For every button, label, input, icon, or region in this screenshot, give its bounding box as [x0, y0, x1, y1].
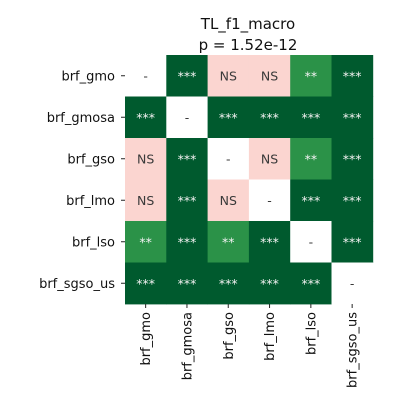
heatmap-cell-brf-lmo-brf-lso: [290, 179, 332, 222]
cell-value-label: NS: [137, 193, 154, 208]
cell-value-label: NS: [137, 151, 154, 166]
heatmap-cell-brf-gmo-brf-lso: [290, 55, 332, 97]
cell-value-label: **: [305, 151, 318, 166]
heatmap-cell-brf-gso-brf-lmo: [248, 138, 291, 180]
heatmap-cell-brf-gmo-brf-sgso-us: [331, 55, 374, 97]
row-tick-label-brf-gmosa: brf_gmosa: [47, 111, 115, 126]
cell-value-label: ***: [178, 68, 197, 83]
cell-value-label: -: [226, 151, 231, 166]
column-tick-label-brf-lso: brf_lso: [304, 312, 319, 355]
heatmap-cell-brf-lso-brf-lmo: [248, 221, 291, 263]
row-tick-label-brf-lmo: brf_lmo: [66, 194, 115, 209]
cell-value-label: ***: [343, 234, 362, 249]
cell-value-label: NS: [261, 151, 278, 166]
cell-value-label: -: [185, 110, 190, 125]
cell-value-label: ***: [343, 110, 362, 125]
heatmap-cell-brf-lmo-brf-lmo: [248, 179, 291, 222]
heatmap-cell-brf-gso-brf-gmo: [125, 138, 167, 180]
heatmap-cell-brf-gso-brf-gmosa: [166, 138, 208, 180]
heatmap-cell-brf-gmosa-brf-sgso-us: [331, 96, 374, 139]
heatmap-cell-brf-lso-brf-gso: [207, 221, 250, 263]
heatmap-cell-brf-gmo-brf-gmo: [125, 55, 167, 97]
title-group: TL_f1_macro p = 1.52e-12: [199, 15, 298, 54]
column-tick-label-brf-gmo: brf_gmo: [139, 312, 154, 366]
heatmap-cell-brf-gso-brf-gso: [207, 138, 250, 180]
heatmap-cell-brf-sgso-us-brf-gmo: [125, 262, 167, 305]
heatmap-cell-brf-gmo-brf-gso: [207, 55, 250, 97]
cell-value-label: ***: [260, 276, 279, 291]
cell-value-label: ***: [260, 234, 279, 249]
heatmap-cell-brf-lso-brf-gmo: [125, 221, 167, 263]
cell-value-label: -: [143, 68, 148, 83]
heatmap-cell-brf-gso-brf-sgso-us: [331, 138, 374, 180]
cell-value-label: NS: [220, 68, 237, 83]
heatmap-cell-brf-lmo-brf-gmosa: [166, 179, 208, 222]
row-tick-label-brf-gmo: brf_gmo: [61, 69, 115, 84]
cell-value-label: ***: [301, 110, 320, 125]
column-tick-label-brf-sgso-us: brf_sgso_us: [346, 312, 361, 388]
heatmap-cell-brf-lso-brf-sgso-us: [331, 221, 374, 263]
cell-value-label: ***: [178, 151, 197, 166]
heatmap-cells: - *** NS NS ** ****** - *** *** *** ***NS *** - NS ** *…: [125, 55, 374, 305]
cell-value-label: ***: [178, 193, 197, 208]
cell-value-label: ***: [136, 110, 155, 125]
cell-value-label: NS: [261, 68, 278, 83]
cell-value-label: ***: [178, 276, 197, 291]
heatmap-cell-brf-lso-brf-gmosa: [166, 221, 208, 263]
row-tick-labels: brf_gmo brf_gmosa brf_gso brf_lmo brf_lsobrf…: [39, 69, 125, 292]
cell-value-label: ***: [136, 276, 155, 291]
cell-value-label: ***: [260, 110, 279, 125]
cell-value-label: **: [305, 68, 318, 83]
cell-value-label: ***: [219, 276, 238, 291]
cell-value-label: NS: [220, 193, 237, 208]
cell-value-label: -: [350, 276, 355, 291]
column-tick-label-brf-gso: brf_gso: [222, 312, 237, 360]
heatmap-cell-brf-lmo-brf-sgso-us: [331, 179, 374, 222]
cell-value-label: **: [139, 234, 152, 249]
cell-value-label: ***: [301, 193, 320, 208]
column-tick-label-brf-lmo: brf_lmo: [263, 312, 278, 361]
heatmap-cell-brf-lso-brf-lso: [290, 221, 332, 263]
heatmap-cell-brf-gmosa-brf-lso: [290, 96, 332, 139]
row-tick-label-brf-lso: brf_lso: [72, 235, 115, 250]
heatmap-cell-brf-gmosa-brf-gmosa: [166, 96, 208, 139]
row-tick-label-brf-sgso-us: brf_sgso_us: [39, 277, 115, 292]
cell-value-label: **: [222, 234, 235, 249]
heatmap-cell-brf-lmo-brf-gmo: [125, 179, 167, 222]
cell-value-label: ***: [343, 193, 362, 208]
cell-value-label: ***: [343, 68, 362, 83]
column-tick-label-brf-gmosa: brf_gmosa: [180, 312, 195, 380]
heatmap-cell-brf-gmo-brf-lmo: [248, 55, 291, 97]
cell-value-label: -: [267, 193, 272, 208]
cell-value-label: -: [309, 234, 314, 249]
heatmap-cell-brf-gmosa-brf-lmo: [248, 96, 291, 139]
heatmap-cell-brf-gmosa-brf-gmo: [125, 96, 167, 139]
row-tick-label-brf-gso: brf_gso: [67, 152, 115, 167]
heatmap-cell-brf-sgso-us-brf-gmosa: [166, 262, 208, 305]
cell-value-label: ***: [178, 234, 197, 249]
cell-value-label: ***: [343, 151, 362, 166]
heatmap-cell-brf-gmo-brf-gmosa: [166, 55, 208, 97]
heatmap-cell-brf-lmo-brf-gso: [207, 179, 250, 222]
heatmap-cell-brf-sgso-us-brf-lmo: [248, 262, 291, 305]
column-tick-labels: brf_gmo brf_gmosa brf_gso brf_lmo brf_lso brf…: [139, 304, 361, 388]
chart-title: TL_f1_macro: [200, 15, 295, 34]
heatmap-cell-brf-sgso-us-brf-gso: [207, 262, 250, 305]
heatmap-cell-brf-sgso-us-brf-sgso-us: [331, 262, 374, 305]
heatmap-cell-brf-gso-brf-lso: [290, 138, 332, 180]
chart-subtitle: p = 1.52e-12: [199, 36, 298, 54]
heatmap-cell-brf-gmosa-brf-gso: [207, 96, 250, 139]
cell-value-label: ***: [301, 276, 320, 291]
heatmap-cell-brf-sgso-us-brf-lso: [290, 262, 332, 305]
cell-value-label: ***: [219, 110, 238, 125]
